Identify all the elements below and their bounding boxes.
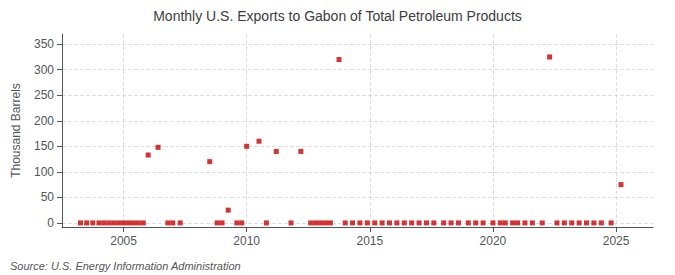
svg-text:50: 50 — [41, 190, 55, 204]
svg-text:2025: 2025 — [603, 234, 630, 248]
svg-text:Thousand Barrels: Thousand Barrels — [9, 83, 23, 178]
svg-text:Monthly U.S. Exports to Gabon: Monthly U.S. Exports to Gabon of Total P… — [153, 8, 522, 24]
svg-text:Source: U.S. Energy Informatio: Source: U.S. Energy Information Administ… — [10, 260, 241, 272]
svg-text:150: 150 — [34, 139, 54, 153]
svg-text:2005: 2005 — [110, 234, 137, 248]
svg-text:2010: 2010 — [233, 234, 260, 248]
svg-text:0: 0 — [47, 216, 54, 230]
svg-text:2015: 2015 — [356, 234, 383, 248]
svg-text:2020: 2020 — [480, 234, 507, 248]
svg-text:300: 300 — [34, 63, 54, 77]
svg-text:350: 350 — [34, 37, 54, 51]
svg-text:100: 100 — [34, 165, 54, 179]
svg-text:200: 200 — [34, 114, 54, 128]
svg-text:250: 250 — [34, 88, 54, 102]
